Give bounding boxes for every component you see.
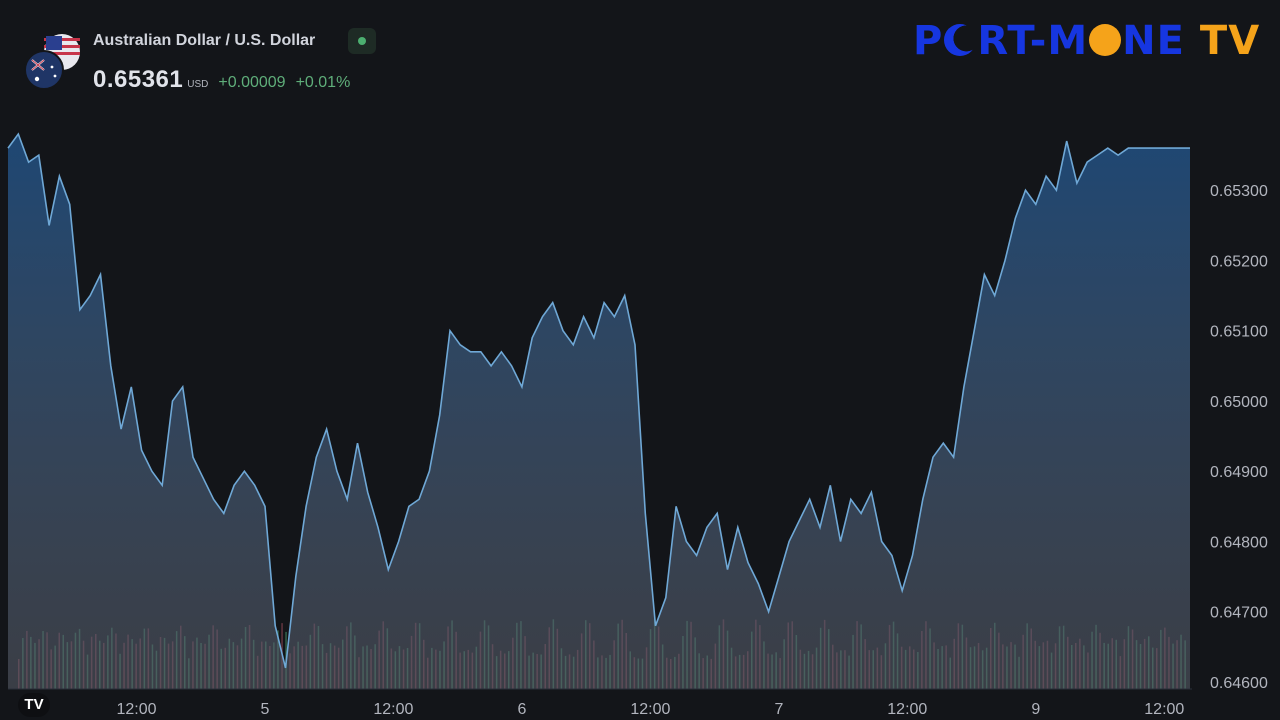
y-tick-label: 0.65200 <box>1210 254 1268 271</box>
y-tick-label: 0.64600 <box>1210 675 1268 692</box>
x-tick-label: 12:00 <box>1144 701 1184 718</box>
x-tick-label: 5 <box>261 701 270 718</box>
last-price: 0.65361 <box>93 66 184 93</box>
x-tick-label: 12:00 <box>116 701 156 718</box>
y-tick-label: 0.65300 <box>1210 183 1268 200</box>
tradingview-logo-icon[interactable]: TV <box>18 693 50 717</box>
price-row: 0.65361 USD +0.00009 +0.01% <box>93 66 350 94</box>
y-tick-label: 0.65100 <box>1210 324 1268 341</box>
x-tick-label: 12:00 <box>630 701 670 718</box>
y-tick-label: 0.65000 <box>1210 394 1268 411</box>
y-tick-label: 0.64700 <box>1210 605 1268 622</box>
market-status-indicator[interactable] <box>348 28 376 54</box>
price-change-percent: +0.01% <box>295 74 351 91</box>
x-tick-label: 6 <box>517 701 526 718</box>
y-axis: 0.65300 0.65200 0.65100 0.65000 0.64900 0.648… <box>1210 183 1268 692</box>
moon-icon <box>944 24 977 56</box>
currency-flags-icon <box>24 32 84 92</box>
symbol-title: Australian Dollar / U.S. Dollar <box>93 32 316 49</box>
price-area <box>8 134 1190 689</box>
y-tick-label: 0.64800 <box>1210 535 1268 552</box>
currency-label: USD <box>187 79 209 90</box>
brand-logo: P RT-M NE TV <box>913 18 1261 64</box>
y-tick-label: 0.64900 <box>1210 464 1268 481</box>
price-line <box>7 132 1190 669</box>
sun-icon <box>1089 24 1122 56</box>
x-tick-label: 12:00 <box>887 701 927 718</box>
price-change: +0.00009 <box>218 74 286 91</box>
x-tick-label: 12:00 <box>373 701 413 718</box>
x-axis: 12:00 5 12:00 6 12:00 7 12:00 9 12:00 <box>116 701 1184 718</box>
x-tick-label: 7 <box>774 701 783 718</box>
x-tick-label: 9 <box>1031 701 1040 718</box>
